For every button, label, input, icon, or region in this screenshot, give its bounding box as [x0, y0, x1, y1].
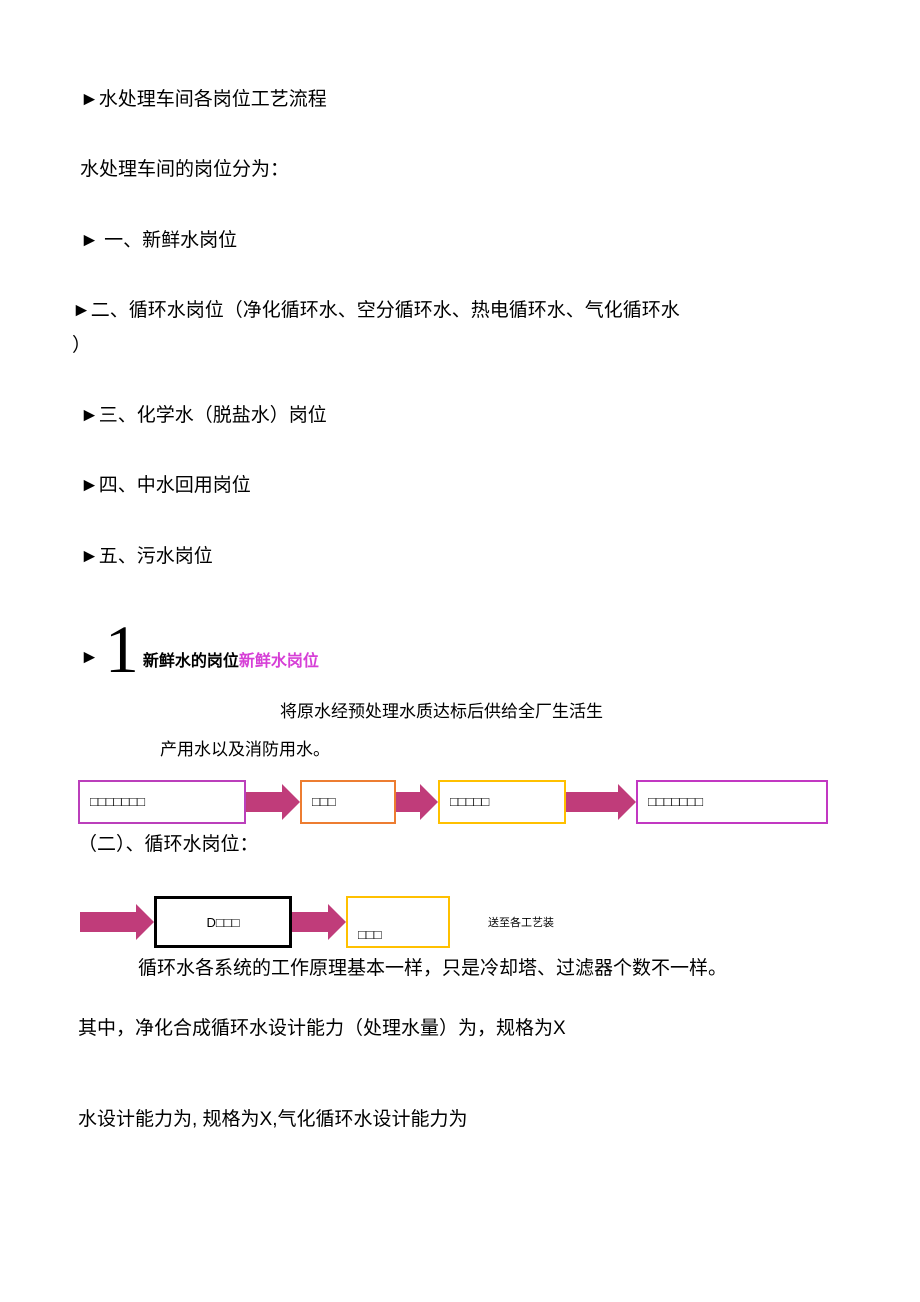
item-1: ► 一、新鲜水岗位 — [80, 226, 840, 256]
item-2-line2: ） — [72, 331, 840, 361]
flow1-box1: □□□□□□□ — [78, 780, 246, 824]
flowchart-1: □□□□□□□ □□□ □□□□□ □□□□□□□ — [78, 780, 840, 824]
flow1-arrow1 — [246, 784, 300, 820]
item-2-line1: ►二、循环水岗位（净化循环水、空分循环水、热电循环水、气化循环水 — [72, 296, 840, 326]
caret-icon: ► — [80, 647, 99, 669]
flow1-arrow2 — [396, 784, 438, 820]
flow1-box2: □□□ — [300, 780, 396, 824]
item-5: ►五、污水岗位 — [80, 542, 840, 572]
section-1-label: 新鲜水的岗位新鲜水岗位 — [143, 647, 319, 671]
page-title: ►水处理车间各岗位工艺流程 — [80, 85, 840, 115]
para-after-flow2: 循环水各系统的工作原理基本一样，只是冷却塔、过滤器个数不一样。 — [138, 954, 840, 984]
flow1-box3: □□□□□ — [438, 780, 566, 824]
flow2-box2: □□□ — [346, 896, 450, 948]
flow1-box4: □□□□□□□ — [636, 780, 828, 824]
section-2-heading: （二）、循环水岗位： — [78, 830, 840, 860]
para-x1: 其中，净化合成循环水设计能力（处理水量）为，规格为X — [78, 1014, 840, 1044]
flow1-arrow3 — [566, 784, 636, 820]
flow2-caption: 送至各工艺装 — [488, 914, 554, 930]
section-number: 1 — [105, 622, 139, 676]
para-x2: 水设计能力为, 规格为X,气化循环水设计能力为 — [78, 1105, 840, 1135]
section-1-desc-1: 将原水经预处理水质达标后供给全厂生活生 — [280, 697, 840, 728]
item-4: ►四、中水回用岗位 — [80, 471, 840, 501]
section-1-heading: ► 1 新鲜水的岗位新鲜水岗位 — [80, 622, 840, 676]
flow2-arrow1 — [292, 904, 346, 940]
flow2-arrow-in — [80, 904, 154, 940]
section-1-desc-2: 产用水以及消防用水。 — [160, 735, 840, 766]
intro-text: 水处理车间的岗位分为： — [80, 155, 840, 185]
flowchart-2: D□□□ □□□ 送至各工艺装 — [80, 896, 840, 948]
item-3: ►三、化学水（脱盐水）岗位 — [80, 401, 840, 431]
flow2-box1: D□□□ — [154, 896, 292, 948]
